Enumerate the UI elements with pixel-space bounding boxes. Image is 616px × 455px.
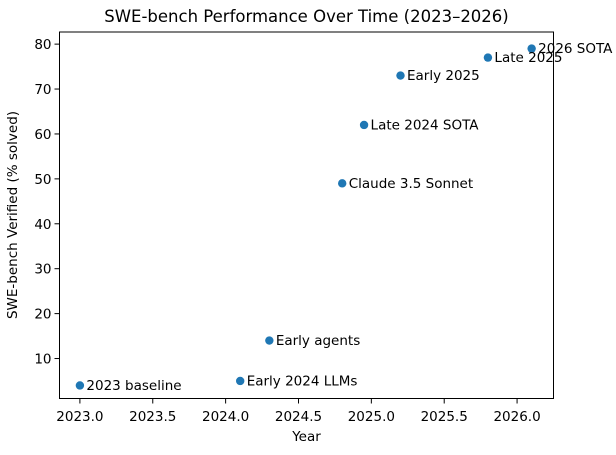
plot-area [59, 31, 554, 399]
scatter-point [235, 376, 245, 386]
x-tick-label: 2023.5 [129, 409, 176, 425]
scatter-point [527, 44, 536, 53]
point-annotation: Claude 3.5 Sonnet [349, 176, 473, 192]
scatter-point [338, 179, 347, 188]
point-annotation: 2023 baseline [86, 378, 181, 394]
point-annotation: 2026 SOTA [538, 41, 613, 57]
y-tick-label: 80 [34, 37, 51, 53]
point-annotation: Early agents [276, 333, 360, 349]
x-tick-label: 2024.0 [202, 409, 249, 425]
x-tick-label: 2025.0 [348, 409, 395, 425]
point-annotation: Late 2024 SOTA [371, 117, 480, 133]
scatter-point [396, 71, 405, 80]
y-tick-label: 10 [34, 352, 51, 368]
x-tick-label: 2023.0 [56, 409, 103, 425]
x-tick-label: 2025.5 [421, 409, 468, 425]
x-axis-label: Year [291, 429, 321, 445]
x-axis: 2023.0 2023.5 2024.0 2024.5 2025.0 2025.5 2026… [56, 398, 541, 425]
point-annotation: Early 2024 LLMs [247, 373, 358, 389]
scatter-point [75, 381, 85, 390]
y-tick-label: 70 [34, 82, 51, 98]
x-tick-label: 2026.0 [493, 409, 540, 425]
x-tick-label: 2024.5 [275, 409, 322, 425]
y-axis: 10 20 30 40 50 60 70 80 [34, 37, 60, 368]
y-tick-label: 50 [34, 172, 51, 188]
y-tick-label: 60 [34, 127, 51, 143]
point-annotation: Late 2025 [494, 50, 562, 66]
scatter-point [359, 120, 369, 130]
scatter-point [483, 53, 493, 62]
y-tick-label: 30 [34, 262, 51, 278]
point-annotations: 2023 baseline Early 2024 LLMs Early agents… [86, 41, 613, 394]
chart-title: SWE-bench Performance Over Time (2023–20… [104, 7, 509, 26]
y-axis-label: SWE-bench Verified (% solved) [5, 111, 21, 319]
point-annotation: Early 2025 [407, 68, 480, 84]
y-tick-label: 40 [34, 217, 51, 233]
data-points [75, 44, 536, 390]
y-tick-label: 20 [34, 307, 51, 323]
scatter-point [265, 336, 274, 345]
